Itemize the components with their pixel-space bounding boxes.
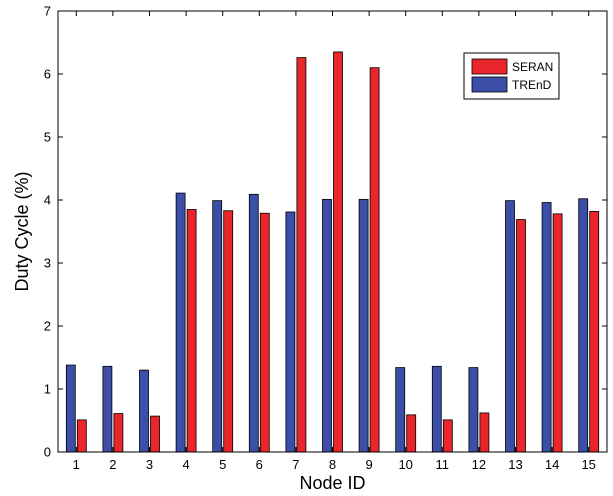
y-tick-label: 1	[44, 382, 51, 397]
bar-trend-node-9	[358, 198, 369, 453]
bar-trend-node-4	[175, 192, 186, 453]
bar-seran-node-12	[479, 412, 490, 453]
bar-seran-node-1	[76, 419, 87, 453]
bar-trend-node-8	[322, 198, 332, 453]
y-axis-label: Duty Cycle (%)	[12, 171, 32, 291]
x-axis-label: Node ID	[299, 473, 365, 493]
bar-trend-node-5	[212, 200, 223, 453]
x-tick-label: 10	[398, 457, 412, 472]
bar-trend-node-11	[431, 365, 442, 453]
bar-seran-node-14	[552, 213, 563, 453]
y-tick-label: 3	[44, 256, 51, 271]
bar-trend-node-14	[541, 202, 552, 453]
x-tick-label: 7	[292, 457, 299, 472]
bar-seran-node-15	[589, 210, 600, 453]
bar-trend-node-10	[395, 367, 406, 453]
bar-seran-node-10	[406, 414, 417, 453]
x-tick-label: 14	[545, 457, 559, 472]
x-tick-label: 3	[146, 457, 153, 472]
bar-seran-node-7	[296, 57, 307, 453]
bar-trend-node-2	[102, 365, 113, 453]
bar-seran-node-6	[259, 212, 270, 453]
bar-trend-node-12	[468, 367, 479, 453]
y-tick-label: 5	[44, 130, 51, 145]
x-tick-label: 9	[365, 457, 372, 472]
x-tick-label: 11	[436, 457, 450, 472]
x-tick-label: 6	[256, 457, 263, 472]
x-tick-label: 8	[329, 457, 336, 472]
legend-swatch-seran	[471, 58, 508, 75]
bar-seran-node-11	[442, 419, 453, 453]
legend-label-seran: SERAN	[512, 60, 553, 74]
y-tick-label: 6	[44, 67, 51, 82]
x-tick-label: 5	[219, 457, 226, 472]
x-tick-label: 12	[472, 457, 486, 472]
bar-seran-node-8	[333, 51, 343, 453]
bar-seran-node-4	[186, 209, 197, 453]
x-tick-label: 15	[581, 457, 595, 472]
bar-trend-node-3	[139, 369, 149, 453]
y-tick-label: 0	[44, 445, 51, 460]
bar-trend-node-13	[505, 200, 515, 453]
x-tick-label: 13	[508, 457, 522, 472]
legend-label-trend: TREnD	[512, 78, 552, 92]
y-axis: 0 1 2 3 4 5 6 7	[44, 4, 607, 460]
y-tick-label: 2	[44, 319, 51, 334]
bar-trend-node-1	[65, 364, 76, 453]
x-tick-label: 2	[109, 457, 116, 472]
bar-seran-node-3	[150, 415, 160, 453]
legend-swatch-trend	[471, 76, 508, 93]
bar-seran-node-9	[369, 67, 380, 453]
bar-seran-node-2	[113, 413, 124, 453]
x-tick-label: 1	[73, 457, 80, 472]
x-axis: 1 2 3 4 5 6 7 8 9 10 11 12 13 14 15	[73, 11, 596, 472]
bar-trend-node-6	[248, 193, 259, 453]
legend: SERAN TREnD	[463, 52, 560, 100]
bar-seran-node-5	[223, 210, 234, 453]
bars-layer	[65, 51, 600, 453]
y-tick-label: 7	[44, 4, 51, 19]
y-tick-label: 4	[44, 193, 51, 208]
x-tick-label: 4	[182, 457, 189, 472]
bar-seran-node-13	[516, 219, 526, 453]
bar-trend-node-15	[578, 198, 589, 453]
bar-trend-node-7	[285, 211, 296, 453]
